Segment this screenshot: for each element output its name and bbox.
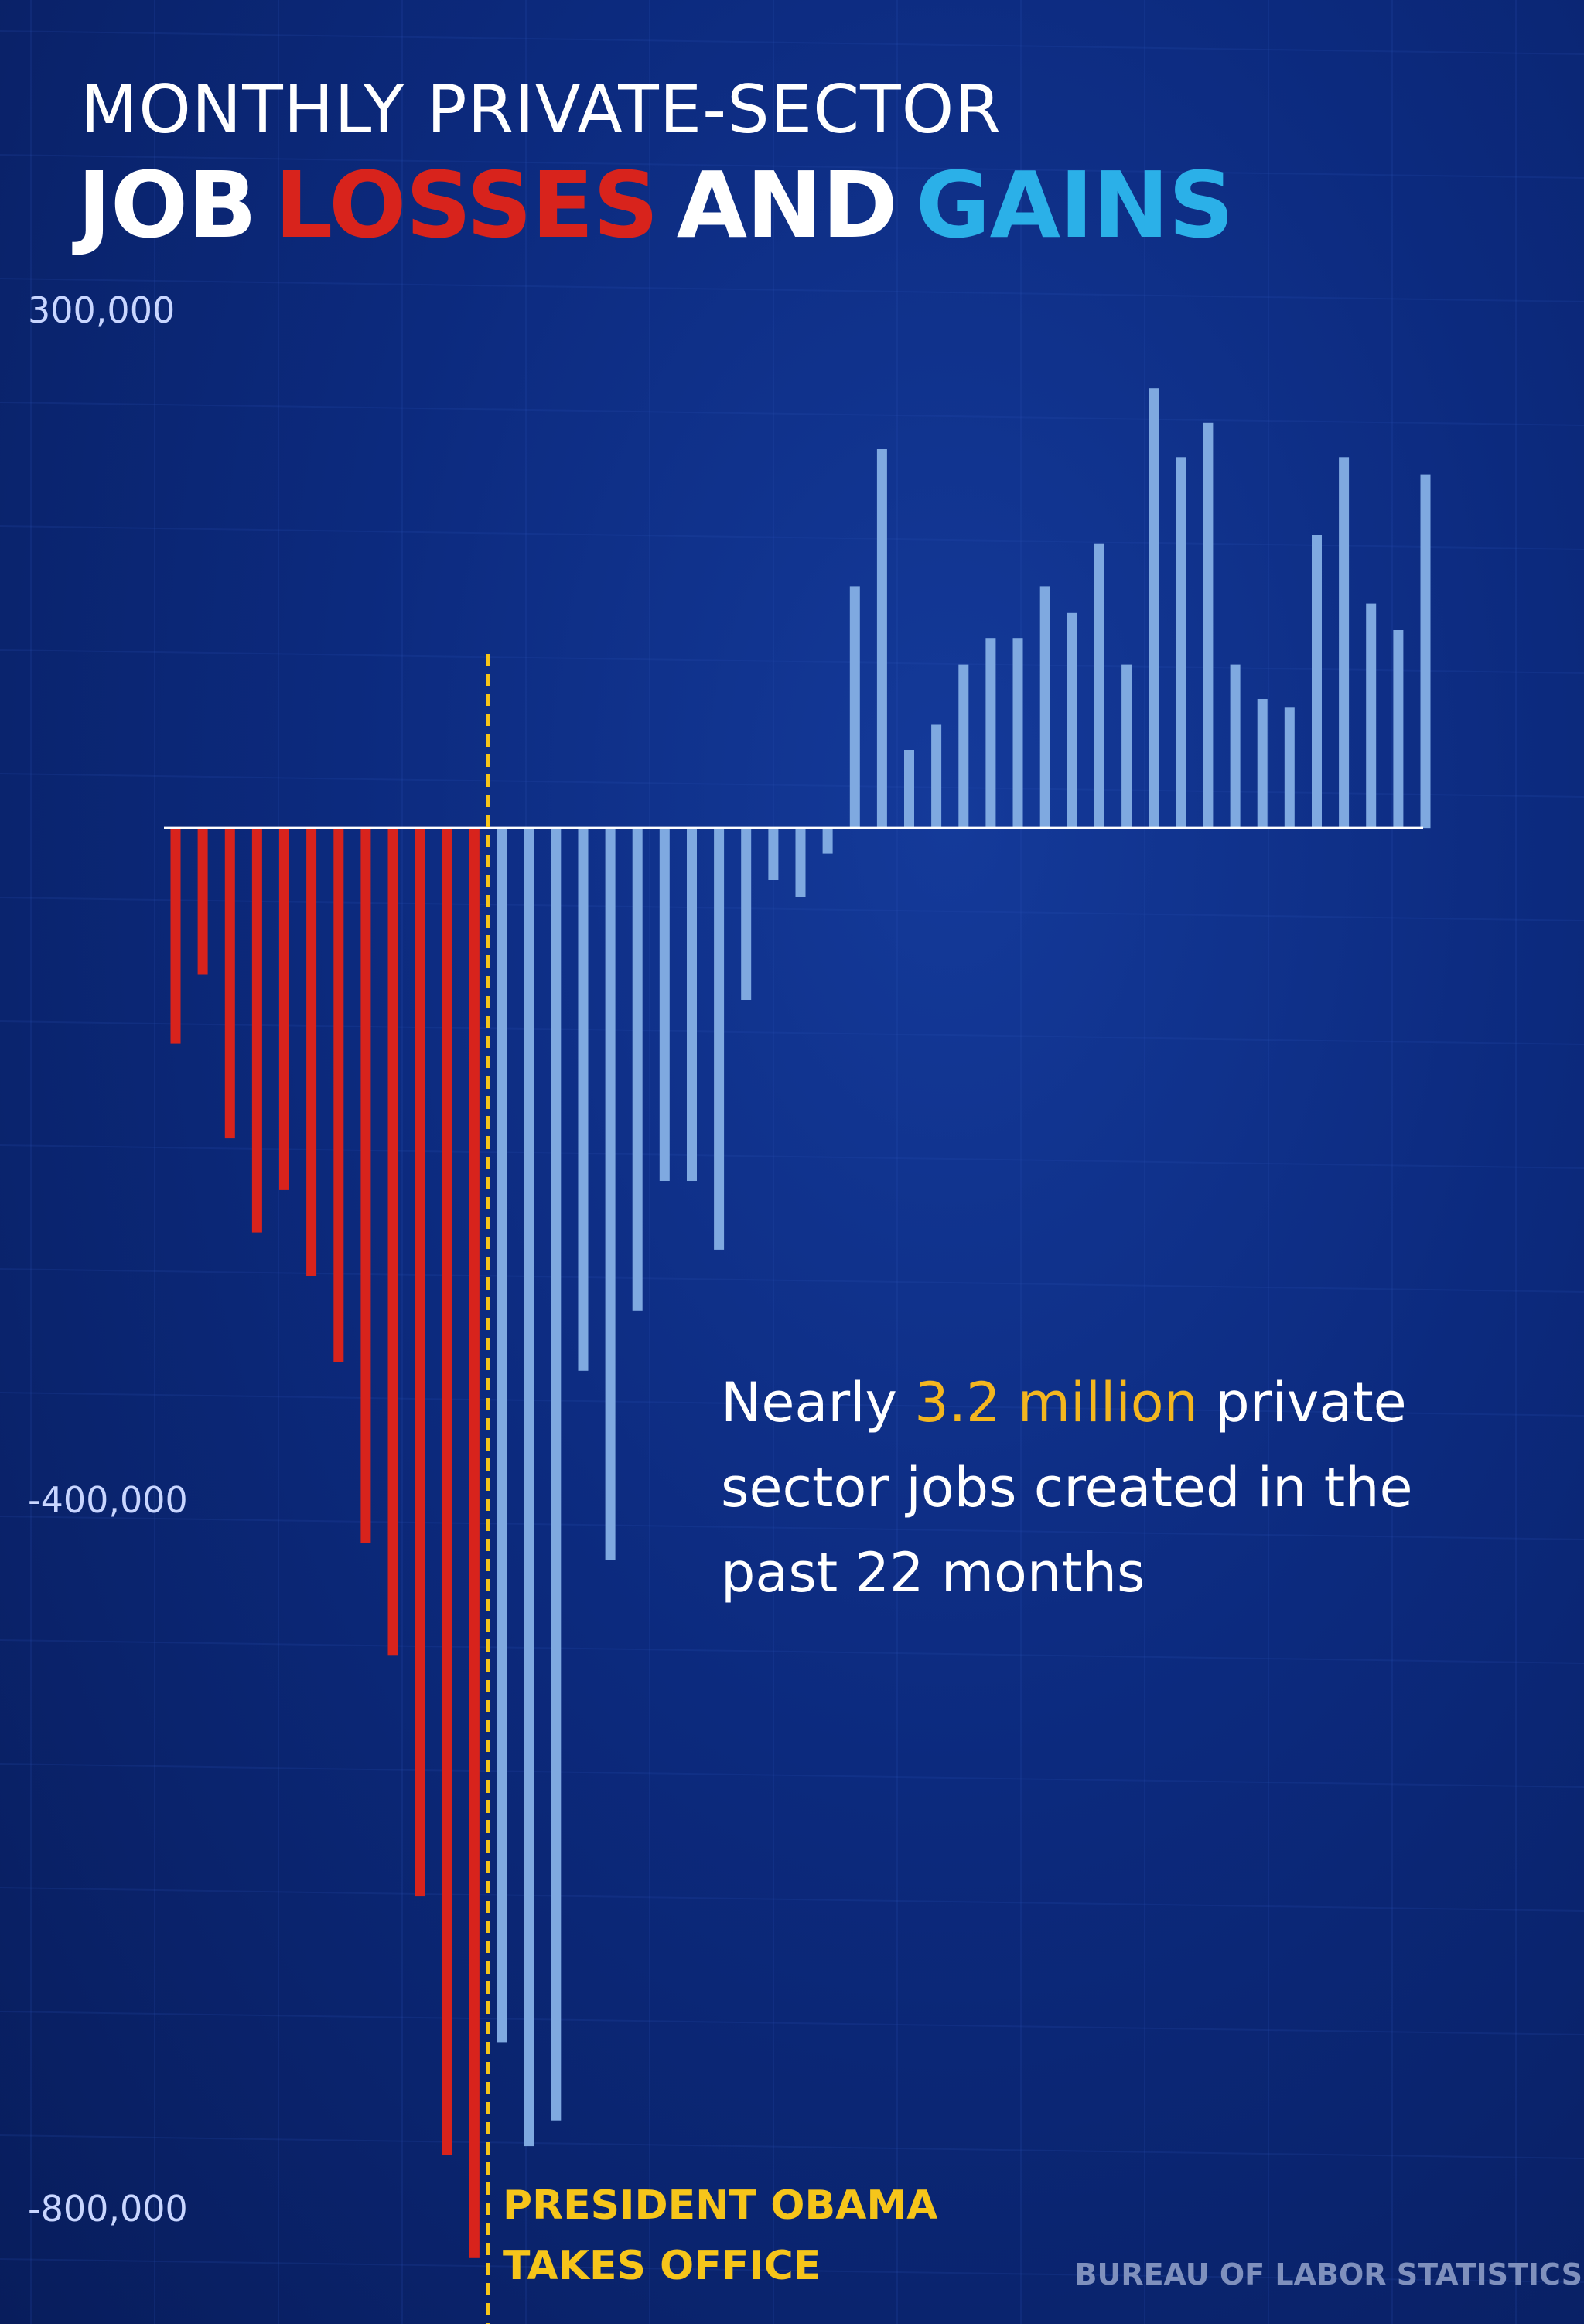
marker-label-line1: PRESIDENT OBAMA xyxy=(503,2182,938,2229)
bar-loss xyxy=(442,828,452,2155)
bar-loss xyxy=(387,828,398,1656)
callout-highlight: 3.2 million xyxy=(914,1371,1198,1434)
bar-after-office xyxy=(687,828,697,1181)
bar-gain xyxy=(1094,543,1104,829)
bar-loss xyxy=(415,828,425,1897)
bar-loss xyxy=(360,828,371,1543)
grid-line xyxy=(0,2258,1584,2283)
y-tick-label: -400,000 xyxy=(28,1479,188,1521)
chart-title-line1: MONTHLY PRIVATE-SECTOR xyxy=(80,71,1002,149)
bar-gain xyxy=(1149,388,1159,829)
marker-label: PRESIDENT OBAMA TAKES OFFICE xyxy=(503,2175,937,2296)
bar-gain xyxy=(1420,474,1431,829)
bar-gain xyxy=(876,449,887,829)
bar-loss xyxy=(469,828,480,2258)
bar-after-office xyxy=(795,828,806,897)
bar-gain xyxy=(1257,699,1268,829)
chart-title-line2: JOB LOSSES AND GAINS xyxy=(77,152,1252,258)
bar-gain xyxy=(1393,630,1404,829)
bar-after-office xyxy=(822,828,833,854)
bar-after-office xyxy=(605,828,616,1560)
bar-after-office xyxy=(768,828,779,880)
bar-gain xyxy=(904,750,914,829)
title-word-and: AND xyxy=(676,152,898,258)
bar-gain xyxy=(1176,457,1186,829)
grid-line xyxy=(0,278,1584,302)
grid-line xyxy=(0,1144,1584,1169)
bar-loss xyxy=(333,828,344,1362)
bar-gain xyxy=(1121,664,1132,829)
grid-line xyxy=(0,1887,1584,1912)
y-tick-label: -800,000 xyxy=(28,2188,188,2230)
bar-loss xyxy=(170,828,181,1044)
grid-line xyxy=(0,897,1584,921)
bar-gain xyxy=(849,586,860,829)
bar-gain xyxy=(1067,612,1077,829)
title-word-losses: LOSSES xyxy=(275,152,659,258)
bar-after-office xyxy=(551,828,562,2121)
bar-gain xyxy=(1284,707,1295,829)
bar-gain xyxy=(1040,586,1050,829)
bar-gain xyxy=(1312,535,1322,829)
grid-line xyxy=(0,1020,1584,1045)
bar-gain xyxy=(958,664,969,829)
bar-loss xyxy=(306,828,317,1276)
bar-after-office xyxy=(632,828,643,1311)
bar-gain xyxy=(1339,457,1350,829)
callout-prefix: Nearly xyxy=(721,1371,915,1434)
bar-after-office xyxy=(497,828,507,2043)
bar-gain xyxy=(1366,603,1377,829)
grid-line xyxy=(0,1392,1584,1417)
bar-gain xyxy=(931,724,942,829)
grid-line xyxy=(0,1516,1584,1540)
bar-after-office xyxy=(714,828,725,1250)
marker-label-line2: TAKES OFFICE xyxy=(503,2243,821,2289)
bar-gain xyxy=(1012,638,1023,829)
grid-line xyxy=(0,402,1584,426)
grid-line xyxy=(0,1763,1584,1788)
bar-loss xyxy=(279,828,289,1190)
bar-loss xyxy=(251,828,262,1233)
grid-line xyxy=(0,1268,1584,1293)
callout-suffix: private sector jobs created in the past … xyxy=(721,1371,1413,1605)
bar-gain xyxy=(1203,422,1214,829)
bar-loss xyxy=(224,828,235,1139)
grid-line xyxy=(0,2011,1584,2035)
grid-line xyxy=(0,1639,1584,1664)
title-word-job: JOB xyxy=(77,152,257,258)
bar-after-office xyxy=(524,828,534,2147)
source-credit: BUREAU OF LABOR STATISTICS xyxy=(1074,2257,1582,2292)
grid-line xyxy=(0,154,1584,179)
bar-gain xyxy=(985,638,996,829)
grid-line xyxy=(0,30,1584,55)
bar-after-office xyxy=(741,828,752,1000)
bar-gain xyxy=(1230,664,1241,829)
y-tick-label: 300,000 xyxy=(28,289,176,331)
title-word-gains: GAINS xyxy=(915,152,1234,258)
bar-loss xyxy=(197,828,208,975)
grid-line xyxy=(0,2134,1584,2159)
bar-after-office xyxy=(659,828,670,1181)
callout-text: Nearly 3.2 million private sector jobs c… xyxy=(721,1360,1541,1615)
bar-after-office xyxy=(578,828,589,1371)
